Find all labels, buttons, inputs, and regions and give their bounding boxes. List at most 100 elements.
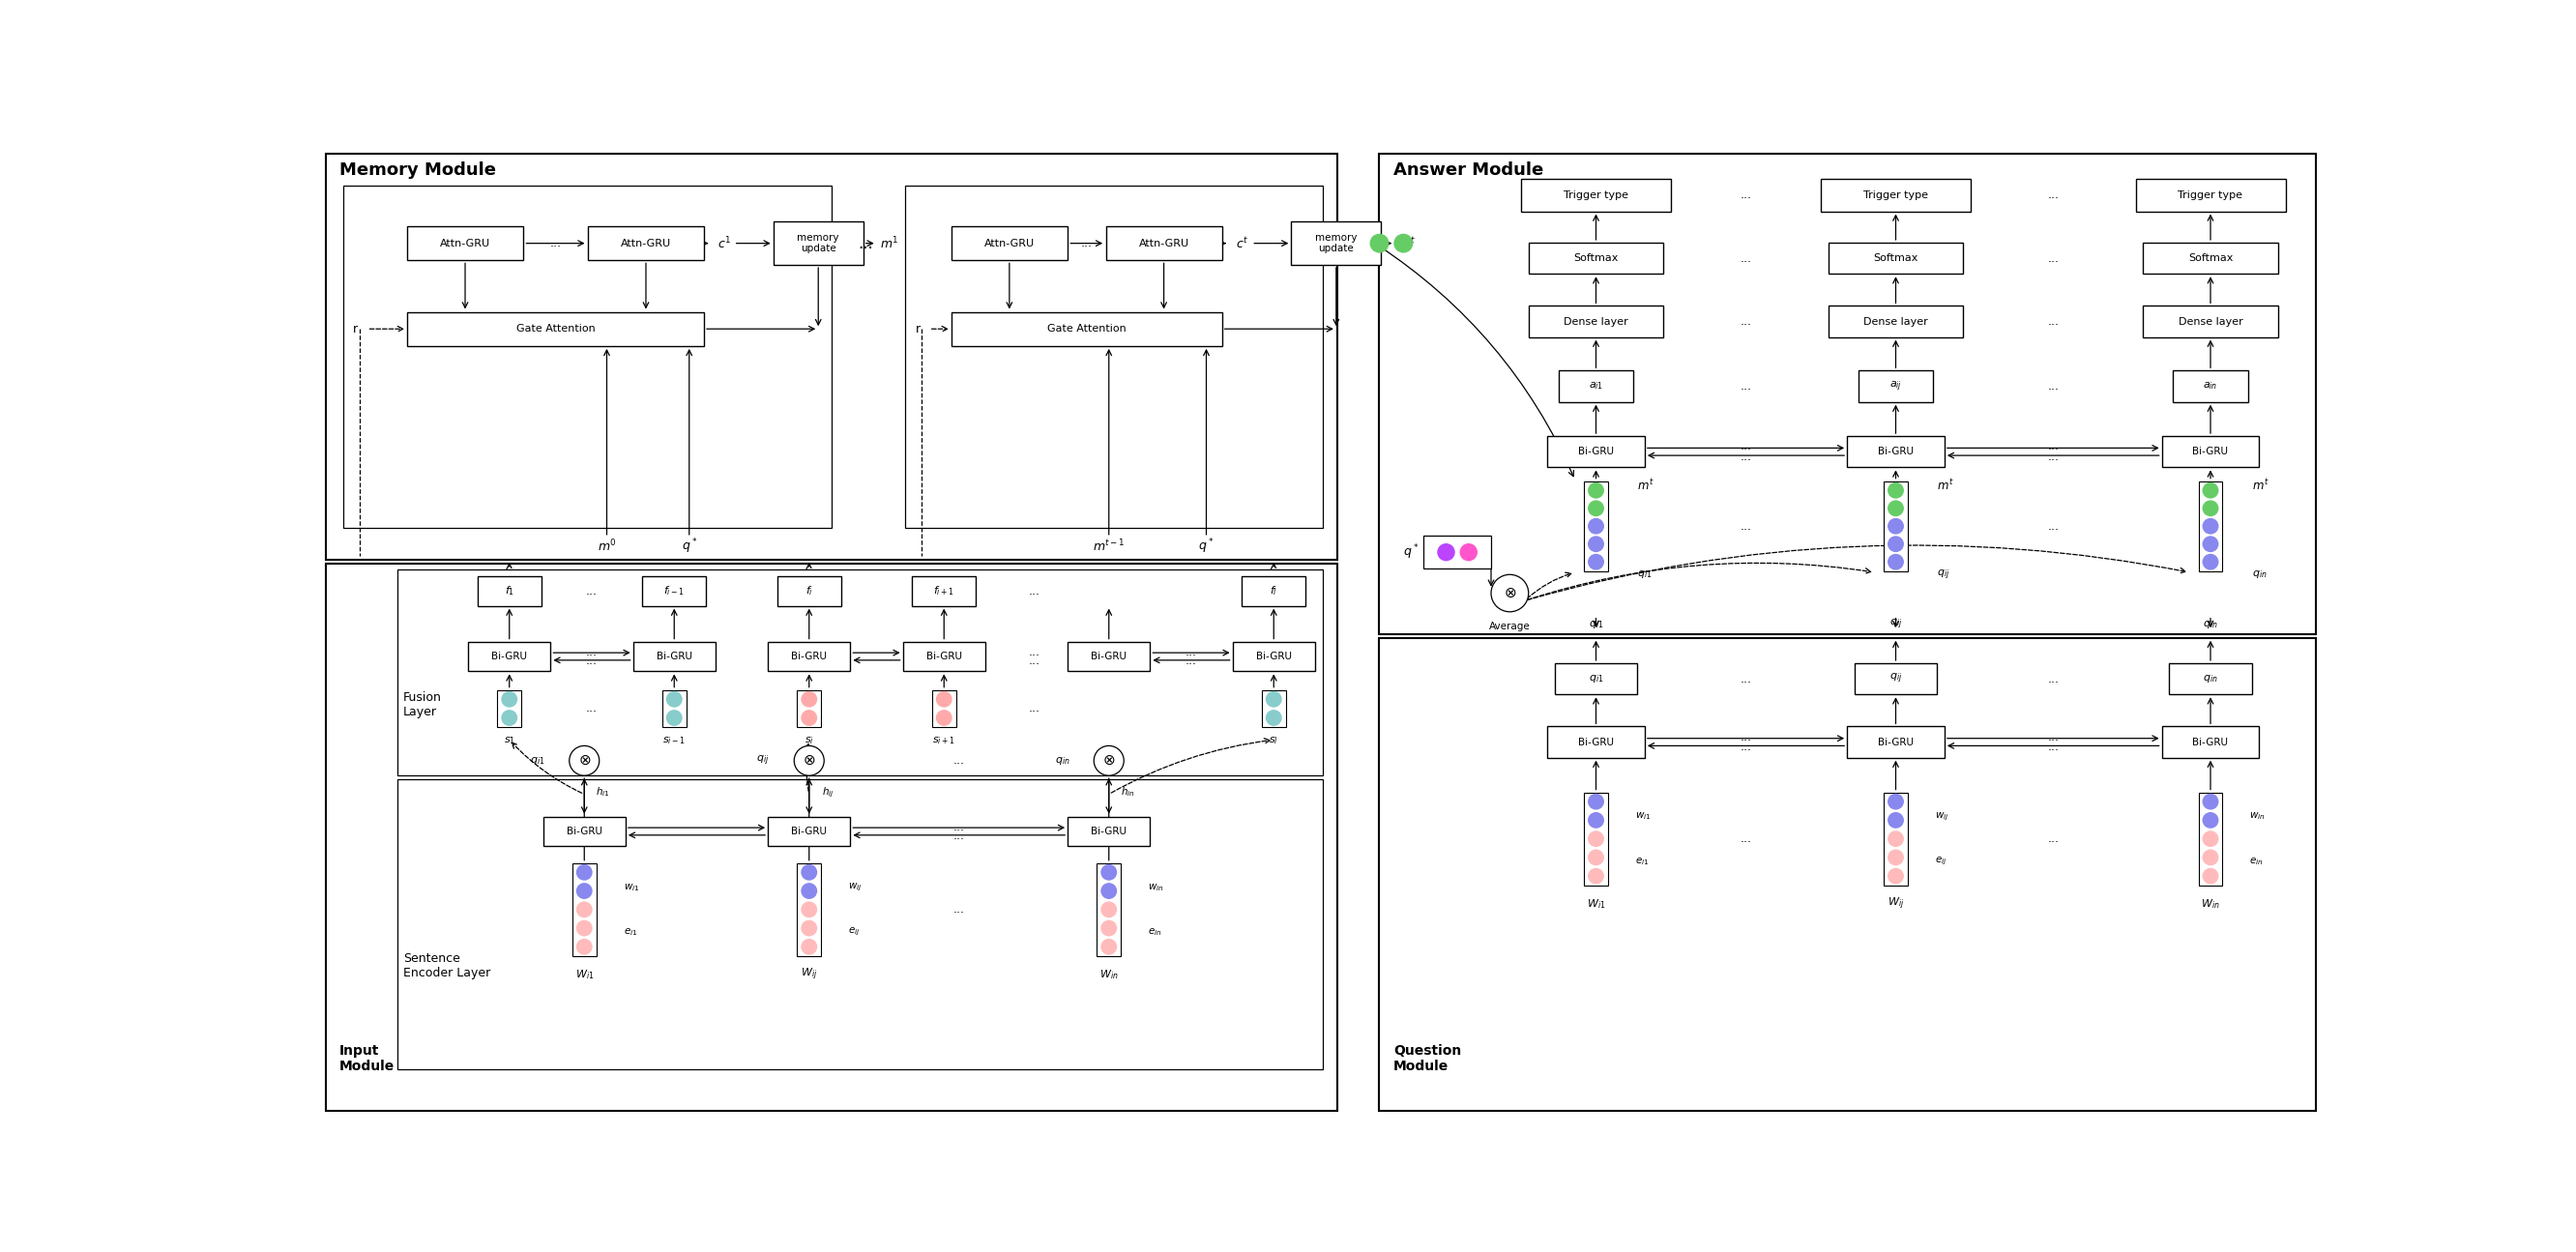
Bar	[2161, 436, 2259, 467]
Text: ...: ...	[1739, 451, 1752, 463]
Bar	[544, 816, 626, 846]
Text: ...: ...	[1739, 316, 1752, 328]
Bar	[325, 563, 1337, 1111]
Text: ...: ...	[1739, 189, 1752, 202]
Bar	[796, 863, 822, 957]
Text: $s_i$: $s_i$	[804, 735, 814, 746]
Circle shape	[502, 710, 518, 725]
Circle shape	[577, 920, 592, 935]
Text: ...: ...	[585, 585, 598, 597]
Text: ...: ...	[1739, 520, 1752, 532]
Text: Bi-GRU: Bi-GRU	[927, 651, 961, 661]
Text: ...: ...	[2048, 451, 2058, 463]
Text: ...: ...	[858, 234, 873, 252]
Bar	[1520, 179, 1672, 212]
Text: Bi-GRU: Bi-GRU	[567, 826, 603, 836]
Text: Trigger type: Trigger type	[1862, 190, 1927, 200]
Text: Dense layer: Dense layer	[1564, 317, 1628, 327]
Text: $W_{i1}$: $W_{i1}$	[574, 968, 592, 982]
Text: ...: ...	[1082, 237, 1092, 249]
Circle shape	[1888, 794, 1904, 809]
Bar	[469, 641, 551, 671]
Bar	[1556, 664, 1638, 695]
Text: Bi-GRU: Bi-GRU	[1878, 737, 1914, 747]
Circle shape	[1095, 746, 1123, 775]
Bar	[1105, 227, 1221, 260]
Text: $q_{i1}$: $q_{i1}$	[1589, 674, 1602, 685]
Text: Gate Attention: Gate Attention	[1046, 324, 1126, 334]
Bar	[2136, 179, 2285, 212]
Text: ...: ...	[1028, 646, 1041, 659]
Text: $W_{i1}$: $W_{i1}$	[1587, 898, 1605, 910]
Text: $w_{i1}$: $w_{i1}$	[1636, 811, 1651, 823]
Bar	[2143, 243, 2277, 274]
Bar	[912, 576, 976, 606]
Text: Bi-GRU: Bi-GRU	[1878, 447, 1914, 457]
Bar	[1378, 637, 2316, 1111]
Text: ...: ...	[2048, 520, 2058, 532]
Text: $e_{in}$: $e_{in}$	[1149, 926, 1162, 938]
Text: $W_{in}$: $W_{in}$	[1100, 968, 1118, 982]
Bar	[1066, 816, 1149, 846]
Text: $q_{i1}$: $q_{i1}$	[1638, 568, 1651, 581]
Bar	[1378, 154, 2316, 634]
Text: $q_{in}$: $q_{in}$	[2251, 568, 2267, 581]
Bar	[397, 570, 1321, 775]
Text: $q^*$: $q^*$	[1198, 537, 1213, 556]
Bar	[902, 641, 984, 671]
Bar	[1066, 641, 1149, 671]
Circle shape	[577, 865, 592, 880]
Circle shape	[1888, 537, 1904, 551]
Text: ...: ...	[2048, 252, 2058, 264]
Bar	[796, 690, 822, 727]
Text: Bi-GRU: Bi-GRU	[791, 826, 827, 836]
Bar	[407, 312, 703, 346]
Circle shape	[2202, 518, 2218, 533]
Bar	[951, 227, 1066, 260]
Text: Dense layer: Dense layer	[2179, 317, 2244, 327]
Text: $q_{ij}$: $q_{ij}$	[1888, 672, 1901, 686]
Text: $w_{ij}$: $w_{ij}$	[848, 881, 863, 893]
Text: ...: ...	[1739, 672, 1752, 685]
Circle shape	[577, 903, 592, 916]
Text: Average: Average	[1489, 622, 1530, 631]
Bar	[634, 641, 716, 671]
Circle shape	[1589, 501, 1602, 516]
Circle shape	[2202, 501, 2218, 516]
Circle shape	[1103, 920, 1115, 935]
Text: ...: ...	[585, 655, 598, 667]
Text: $q^*$: $q^*$	[680, 537, 698, 556]
Circle shape	[1888, 555, 1904, 570]
Text: $a_{ij}$: $a_{ij}$	[1888, 379, 1901, 393]
Text: $\otimes$: $\otimes$	[577, 754, 590, 767]
Bar	[1097, 863, 1121, 957]
Text: $f_1$: $f_1$	[505, 585, 515, 597]
Circle shape	[2202, 555, 2218, 570]
Circle shape	[1103, 884, 1115, 899]
Circle shape	[1589, 794, 1602, 809]
Bar	[768, 641, 850, 671]
Circle shape	[801, 920, 817, 935]
Circle shape	[1492, 575, 1528, 612]
Text: Attn-GRU: Attn-GRU	[440, 238, 489, 248]
Text: $q_{i1}$: $q_{i1}$	[531, 755, 546, 766]
Text: $W_{ij}$: $W_{ij}$	[1888, 896, 1904, 911]
Text: $h_{in}$: $h_{in}$	[1121, 786, 1133, 799]
Circle shape	[1888, 813, 1904, 828]
Text: $f_l$: $f_l$	[1270, 585, 1278, 597]
Text: $e_{i1}$: $e_{i1}$	[1636, 855, 1649, 866]
Text: $a_{in}$: $a_{in}$	[2202, 381, 2218, 392]
Text: ...: ...	[1739, 741, 1752, 754]
Text: ...: ...	[953, 903, 966, 916]
Text: $f_{i+1}$: $f_{i+1}$	[933, 585, 956, 597]
Circle shape	[2202, 813, 2218, 828]
Circle shape	[1267, 692, 1280, 706]
Circle shape	[1103, 865, 1115, 880]
Circle shape	[801, 884, 817, 899]
Text: Gate Attention: Gate Attention	[515, 324, 595, 334]
Circle shape	[1267, 710, 1280, 725]
Bar	[778, 576, 840, 606]
Text: $f_{i-1}$: $f_{i-1}$	[665, 585, 685, 597]
Circle shape	[1589, 850, 1602, 865]
Text: r: r	[353, 323, 358, 336]
